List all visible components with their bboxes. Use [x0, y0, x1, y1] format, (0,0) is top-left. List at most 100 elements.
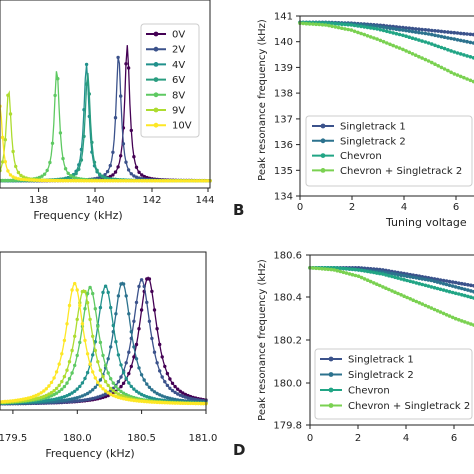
panel-c-data-point: [158, 400, 162, 405]
panel-a-data-point: [121, 142, 126, 146]
panel-c-data-point: [101, 387, 105, 391]
panel-d-data-point: [417, 276, 422, 281]
panel-c-data-point: [42, 389, 46, 393]
panel-a-legend-marker: [153, 62, 159, 67]
panel-a-data-point: [69, 174, 73, 178]
panel-d-data-point: [362, 277, 367, 281]
panel-d-data-point: [447, 279, 452, 284]
panel-b-data-point: [465, 39, 469, 44]
panel-d-data-point: [411, 280, 416, 284]
panel-d-data-point: [393, 272, 397, 276]
panel-a-data-point: [105, 179, 110, 183]
panel-c-data-point: [103, 363, 108, 368]
panel-c-data-point: [49, 398, 54, 402]
panel-b-data-point: [458, 74, 463, 79]
panel-c-data-point: [147, 319, 152, 323]
panel-c-data-point: [134, 300, 139, 305]
panel-c-data-point: [16, 398, 20, 402]
panel-c-data-point: [124, 376, 128, 381]
panel-b-data-point: [372, 26, 376, 31]
panel-a-data-point: [3, 138, 7, 142]
panel-c-data-point: [98, 384, 103, 388]
panel-c-data-point: [103, 284, 108, 288]
panel-d-data-point: [463, 320, 467, 324]
panel-c-data-point: [101, 393, 105, 397]
panel-b-data-point: [410, 52, 415, 56]
panel-c-data-point: [168, 386, 172, 390]
panel-d-x-ticks: 0 2 4 6: [307, 425, 457, 444]
panel-b-data-point: [340, 22, 344, 27]
panel-d-y-tick-label: 180.6: [273, 251, 302, 262]
panel-a-legend-label: 10V: [172, 121, 192, 132]
panel-b-data-point: [433, 62, 437, 66]
panel-b-data-point: [452, 50, 457, 54]
panel-b-data-point: [365, 25, 370, 30]
panel-d-data-point: [375, 282, 379, 287]
panel-d-data-point: [393, 290, 397, 295]
panel-b-data-point: [368, 26, 373, 30]
panel-d-legend-label: Chevron + Singletrack 2: [348, 401, 470, 412]
panel-d-data-point: [365, 269, 370, 274]
panel-d-data-point: [402, 277, 406, 282]
panel-d-data-point: [435, 277, 440, 282]
panel-c-data-point: [78, 340, 82, 345]
panel-c-data-point: [57, 362, 61, 366]
panel-b-data-point: [352, 23, 357, 28]
panel-c-data-point: [137, 327, 141, 331]
panel-c-data-point: [109, 345, 113, 349]
panel-d-data-point: [408, 275, 413, 279]
panel-b-data-point: [407, 29, 412, 33]
panel-c-data-point: [80, 381, 85, 385]
panel-d-data-point: [414, 281, 419, 285]
panel-a-data-point: [35, 178, 39, 182]
panel-b-data-point: [430, 42, 434, 46]
panel-a-data-point: [11, 175, 15, 179]
panel-b-data-point: [404, 28, 408, 33]
panel-c-data-point: [163, 364, 167, 369]
panel-c-data-point: [29, 398, 33, 402]
panel-a-data-point: [79, 158, 84, 162]
panel-d-data-point: [469, 289, 473, 293]
panel-c-data-point: [49, 380, 54, 385]
panel-c-data-point: [145, 300, 149, 305]
panel-d-data-point: [393, 275, 397, 280]
panel-b-data-point: [449, 49, 453, 53]
panel-b-data-point: [375, 37, 379, 41]
panel-c-data-point: [106, 391, 110, 395]
panel-a-data-point: [77, 179, 81, 183]
panel-c-data-point: [165, 383, 170, 388]
panel-c-data-point: [114, 390, 118, 395]
panel-c-data-point: [98, 368, 103, 372]
panel-c-data-point: [85, 301, 90, 305]
panel-c-data-point: [88, 362, 92, 366]
panel-c-data-point: [96, 324, 100, 329]
panel-b-data-point: [375, 24, 379, 29]
panel-b-data-point: [426, 28, 431, 32]
panel-c-data-point: [121, 370, 126, 375]
panel-a-data-point: [140, 179, 144, 183]
panel-c-data-point: [54, 386, 59, 391]
panel-a-data-point: [108, 163, 113, 168]
panel-a-x-axis-label: Frequency (kHz): [33, 209, 122, 222]
panel-b-data-point: [420, 31, 424, 35]
panel-a-x-tick-label: 140: [85, 195, 104, 206]
panel-c-data-point: [98, 340, 103, 345]
panel-c-data-point: [111, 389, 116, 393]
panel-d-data-point: [441, 278, 446, 283]
panel-a-data-point: [40, 174, 44, 178]
panel-a-data-point: [103, 175, 107, 180]
panel-c-data-point: [98, 305, 103, 310]
panel-b-data-point: [442, 67, 447, 71]
panel-d-data-point: [466, 321, 470, 325]
panel-c-data-point: [145, 277, 149, 281]
panel-d-legend-label: Chevron: [348, 386, 390, 397]
panel-c-data-point: [142, 399, 146, 404]
panel-a-data-point: [100, 179, 105, 183]
panel-c-data-point: [111, 323, 116, 328]
panel-d-data-point: [402, 273, 406, 278]
panel-d-data-point: [463, 282, 467, 287]
panel-c-data-point: [60, 379, 64, 384]
panel-c-data-point: [70, 397, 74, 401]
panel-a-data-point: [137, 176, 141, 180]
panel-c-data-point: [155, 391, 159, 396]
